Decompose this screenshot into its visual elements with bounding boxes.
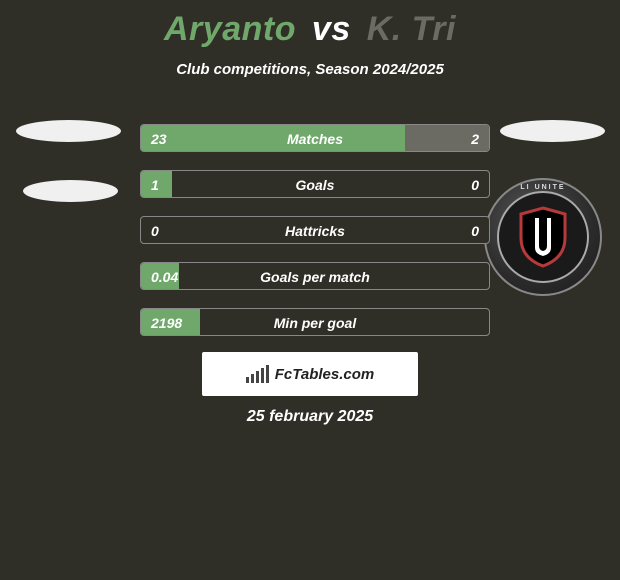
player1-avatar: [8, 120, 128, 202]
badge-arc-text: LI UNITE: [486, 184, 600, 191]
brand-bars-icon: [246, 365, 269, 383]
comparison-title: Aryanto vs K. Tri: [0, 0, 620, 49]
player2-avatar: [492, 120, 612, 142]
footer-brand-box: FcTables.com: [202, 352, 418, 396]
stat-value-right: 0: [471, 171, 479, 198]
stat-row-matches: 23 Matches 2: [140, 124, 490, 152]
avatar-placeholder-shape: [500, 120, 605, 142]
badge-outer-ring: LI UNITE: [484, 178, 602, 296]
vs-label: vs: [312, 10, 351, 48]
stat-value-right: 2: [471, 125, 479, 152]
stat-label: Min per goal: [141, 309, 489, 336]
club-badge: LI UNITE: [484, 178, 602, 296]
stat-label: Hattricks: [141, 217, 489, 244]
stat-label: Goals per match: [141, 263, 489, 290]
avatar-placeholder-shape: [23, 180, 118, 202]
date-label: 25 february 2025: [0, 408, 620, 426]
stat-value-right: 0: [471, 217, 479, 244]
stats-container: 23 Matches 2 1 Goals 0 0 Hattricks 0 0.0…: [140, 124, 490, 354]
shield-icon: [517, 206, 569, 268]
player1-name: Aryanto: [164, 10, 296, 48]
stat-row-goals-per-match: 0.04 Goals per match: [140, 262, 490, 290]
stat-row-min-per-goal: 2198 Min per goal: [140, 308, 490, 336]
stat-label: Goals: [141, 171, 489, 198]
stat-row-goals: 1 Goals 0: [140, 170, 490, 198]
avatar-placeholder-shape: [16, 120, 121, 142]
stat-row-hattricks: 0 Hattricks 0: [140, 216, 490, 244]
player2-name: K. Tri: [367, 10, 456, 48]
subtitle: Club competitions, Season 2024/2025: [0, 61, 620, 78]
stat-label: Matches: [141, 125, 489, 152]
brand-text: FcTables.com: [275, 366, 374, 383]
badge-inner-ring: [497, 191, 589, 283]
